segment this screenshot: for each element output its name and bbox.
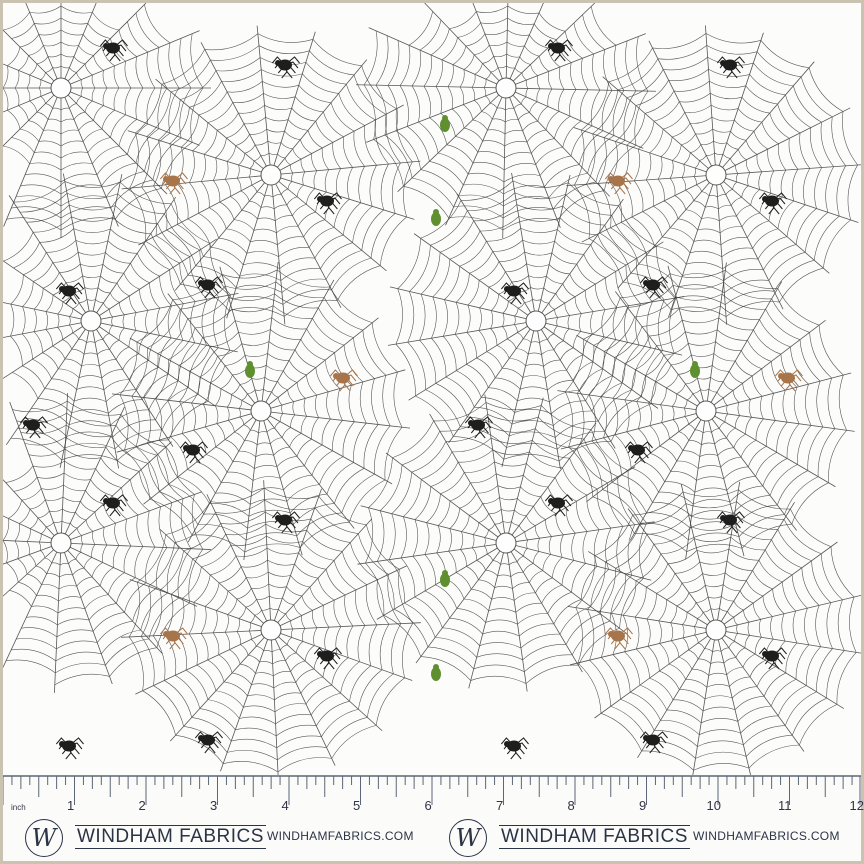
spiderweb [111, 261, 411, 561]
spiderweb [557, 262, 855, 560]
spiderweb [566, 25, 861, 325]
ruler-number: 7 [496, 798, 504, 813]
spiderweb [567, 481, 861, 775]
spiderweb [3, 173, 239, 469]
spiderweb [357, 394, 655, 692]
spider-icon [159, 172, 188, 195]
ruler-number: 5 [353, 798, 361, 813]
spiderweb [356, 3, 656, 238]
spider-icon [716, 511, 745, 534]
spider-icon [194, 731, 223, 754]
ruler-number: 2 [138, 798, 146, 813]
spider-icon [639, 731, 668, 754]
spider-icon [774, 369, 803, 392]
spider-icon [544, 39, 573, 62]
spider-icon [544, 494, 573, 517]
spider-icon [758, 647, 787, 670]
spider-icon [464, 416, 493, 439]
brand-url[interactable]: WINDHAMFABRICS.COM [267, 829, 414, 843]
beetle-icon [440, 115, 450, 132]
spiderweb [121, 480, 421, 775]
spider-icon [329, 369, 358, 392]
ruler-number: 6 [424, 798, 432, 813]
spider-icon [55, 282, 84, 305]
spider-icon [194, 276, 223, 299]
beetle-icon [431, 209, 441, 226]
spider-icon [604, 172, 633, 195]
spider-icon [313, 647, 342, 670]
spider-icon [55, 737, 84, 760]
spiderweb [3, 3, 211, 238]
spider-icon [159, 627, 188, 650]
spider-icon [500, 737, 529, 760]
ruler-number: 12 [849, 798, 864, 813]
ruler-number: 4 [281, 798, 289, 813]
windham-logo-icon: W [449, 819, 487, 857]
spider-icon [313, 192, 342, 215]
ruler-unit: inch [11, 803, 26, 812]
beetle-icon [245, 361, 255, 378]
beetle-icon [690, 361, 700, 378]
ruler-number: 1 [67, 798, 75, 813]
spider-icon [758, 192, 787, 215]
spiderweb [121, 25, 421, 325]
windham-logo-icon: W [25, 819, 63, 857]
spider-icon [99, 494, 128, 517]
ruler-number: 8 [567, 798, 575, 813]
ruler-number: 3 [210, 798, 218, 813]
brand-url[interactable]: WINDHAMFABRICS.COM [693, 829, 840, 843]
spiderweb-print [3, 3, 861, 775]
fabric-swatch: inch 1 2 3 4 5 6 7 8 9 10 11 12 W WINDHAM FABRICS W… [3, 3, 864, 861]
spider-icon [500, 282, 529, 305]
spider-icon [179, 441, 208, 464]
spiderweb [387, 172, 685, 470]
beetle-icon [431, 664, 441, 681]
spiderweb [3, 393, 211, 693]
spider-icon [19, 416, 48, 439]
inch-ruler [3, 775, 861, 805]
selvage-strip: inch 1 2 3 4 5 6 7 8 9 10 11 12 W WINDHAM FABRICS W… [3, 775, 864, 861]
spider-icon [624, 441, 653, 464]
beetle-icon [440, 570, 450, 587]
ruler-number: 9 [639, 798, 647, 813]
brand-name: WINDHAM FABRICS [75, 825, 266, 849]
spider-icon [271, 511, 300, 534]
spider-icon [604, 627, 633, 650]
brand-name: WINDHAM FABRICS [499, 825, 690, 849]
ruler-number: 11 [778, 798, 792, 813]
spider-icon [99, 39, 128, 62]
spider-icon [716, 56, 745, 79]
spider-icon [639, 276, 668, 299]
ruler-number: 10 [706, 798, 721, 813]
spider-icon [271, 56, 300, 79]
